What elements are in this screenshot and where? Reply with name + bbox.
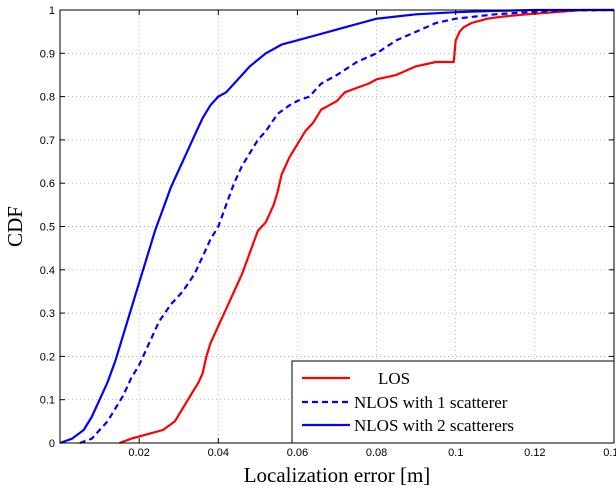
y-tick-label: 0.5 <box>40 222 55 234</box>
y-tick-label: 0.2 <box>40 351 55 363</box>
y-tick-label: 0.9 <box>40 48 55 60</box>
y-tick-label: 0.4 <box>40 265 55 277</box>
y-tick-label: 0.6 <box>40 178 55 190</box>
x-tick-label: 0.04 <box>208 447 229 459</box>
x-tick-label: 0.1 <box>448 447 463 459</box>
y-tick-label: 0.7 <box>40 135 55 147</box>
series-line-2 <box>79 8 615 445</box>
x-tick-label: 0.06 <box>287 447 308 459</box>
legend: LOS NLOS with 1 scatterer NLOS with 2 scat… <box>291 360 615 444</box>
legend-label: LOS <box>378 369 410 388</box>
ticks-layer: 0.02 0.04 0.06 0.08 0.1 0.12 0.14 0 0.1 0.2 0.3 0.4… <box>40 5 616 459</box>
series-line-1 <box>119 8 614 445</box>
x-axis-label: Localization error [m] <box>244 463 431 486</box>
y-axis-label: CDF <box>3 206 27 247</box>
legend-label: NLOS with 2 scatterers <box>354 416 514 435</box>
plot-layer <box>59 8 615 445</box>
y-tick-label: 0.1 <box>40 395 55 407</box>
legend-label: NLOS with 1 scatterer <box>354 393 508 412</box>
y-tick-label: 0.8 <box>40 92 55 104</box>
x-tick-label: 0.14 <box>603 447 616 459</box>
series-line-3 <box>59 8 614 445</box>
y-tick-label: 1 <box>49 5 55 17</box>
x-tick-label: 0.02 <box>128 447 149 459</box>
x-tick-label: 0.08 <box>366 447 387 459</box>
y-tick-label: 0.3 <box>40 308 55 320</box>
x-tick-label: 0.12 <box>524 447 545 459</box>
y-tick-label: 0 <box>49 438 55 450</box>
